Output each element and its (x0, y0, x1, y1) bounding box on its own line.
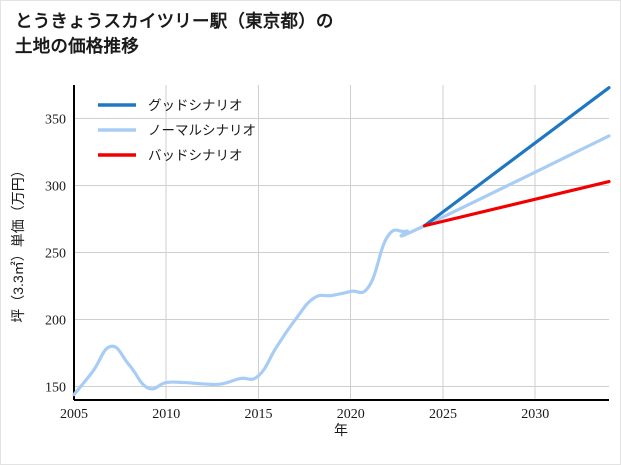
legend-label: バッドシナリオ (148, 148, 243, 163)
y-tick-labels: 150 200 250 300 350 (45, 113, 66, 396)
series-line (422, 86, 611, 228)
x-tick-label: 2025 (429, 407, 457, 422)
y-axis-title: 坪（3.3㎡）単価（万円） (10, 163, 26, 322)
x-tick-label: 2030 (521, 407, 549, 422)
y-tick-label: 250 (45, 247, 66, 262)
x-tick-label: 2005 (60, 407, 88, 422)
x-tick-label: 2010 (152, 407, 180, 422)
series-lines (72, 86, 611, 397)
series-line (72, 134, 611, 397)
y-gridlines (74, 118, 609, 388)
y-tick-label: 350 (45, 113, 66, 128)
chart-title: とうきょうスカイツリー駅（東京都）の 土地の価格推移 (15, 11, 334, 56)
x-tick-labels: 2005 2010 2015 2020 2025 2030 (60, 407, 549, 422)
x-tick-label: 2020 (337, 407, 365, 422)
x-tick-label: 2015 (244, 407, 272, 422)
y-tick-label: 300 (45, 180, 66, 195)
y-tick-label: 200 (45, 314, 66, 329)
legend-label: ノーマルシナリオ (148, 123, 256, 138)
y-tick-label: 150 (45, 381, 66, 396)
x-axis-title: 年 (334, 422, 348, 438)
series-line (422, 179, 611, 228)
legend-label: グッドシナリオ (148, 98, 243, 113)
x-gridlines (165, 85, 536, 400)
